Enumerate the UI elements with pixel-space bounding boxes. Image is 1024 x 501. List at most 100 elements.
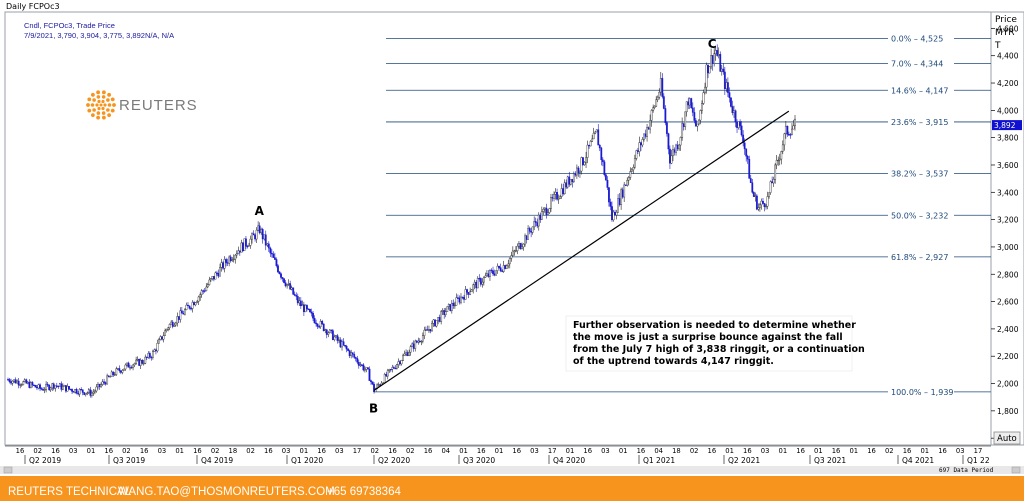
candle-up xyxy=(453,304,456,307)
candles xyxy=(7,44,796,398)
candle-down xyxy=(434,319,436,327)
scroll-left-button[interactable] xyxy=(3,466,13,474)
candle-down xyxy=(130,367,133,369)
candle-up xyxy=(29,382,32,388)
candle-up xyxy=(396,364,398,369)
x-day-tick: 02 xyxy=(122,447,131,455)
candle-up xyxy=(153,349,156,352)
candle-up xyxy=(208,279,211,285)
candle-down xyxy=(504,265,507,269)
candle-up xyxy=(672,149,674,157)
x-day-tick: 16 xyxy=(743,447,752,455)
candle-up xyxy=(266,243,269,246)
candle-up xyxy=(350,352,353,356)
candle-down xyxy=(33,384,35,386)
candle-down xyxy=(787,134,790,136)
candle-up xyxy=(231,259,234,262)
candle-up xyxy=(405,352,407,355)
candle-up xyxy=(135,359,138,364)
candle-down xyxy=(707,64,709,74)
logo-dot xyxy=(96,95,101,99)
candle-up xyxy=(446,306,449,313)
candle-down xyxy=(141,360,144,364)
candle-up xyxy=(708,66,711,74)
candle-down xyxy=(69,388,72,391)
logo-dot xyxy=(103,103,107,107)
current-price-tag xyxy=(992,120,1022,131)
candle-up xyxy=(16,380,19,384)
scroll-right-button[interactable] xyxy=(1011,466,1021,474)
fib-label: 38.2% – 3,537 xyxy=(891,170,948,179)
x-day-tick: 03 xyxy=(158,447,167,455)
candle-up xyxy=(290,287,293,290)
candle-up xyxy=(505,265,508,269)
candle-up xyxy=(713,53,716,65)
candle-up xyxy=(702,92,705,104)
annotation-box xyxy=(565,315,853,372)
x-day-tick: 01 xyxy=(87,447,96,455)
price-axis-title-2: MYR xyxy=(995,28,1015,38)
candle-down xyxy=(362,364,365,371)
candle-down xyxy=(89,389,92,396)
candle-up xyxy=(589,141,592,147)
x-day-tick: 04 xyxy=(441,447,450,455)
candle-down xyxy=(373,383,375,393)
candle-up xyxy=(473,281,476,286)
candle-down xyxy=(77,392,80,395)
auto-scale-label: Auto xyxy=(997,434,1017,444)
candle-up xyxy=(794,118,796,127)
candle-up xyxy=(179,310,182,320)
y-tick-label: 2,800 xyxy=(997,270,1019,279)
candle-up xyxy=(421,335,424,342)
x-day-tick: 01 xyxy=(920,447,929,455)
candle-up xyxy=(248,245,250,247)
x-day-tick: 02 xyxy=(370,447,379,455)
candle-up xyxy=(470,289,473,292)
logo-dot xyxy=(107,103,112,107)
candle-up xyxy=(423,329,426,336)
candle-up xyxy=(543,207,546,210)
candle-up xyxy=(234,254,237,260)
candle-up xyxy=(13,379,16,382)
candle-down xyxy=(490,269,493,272)
x-quarter-label: Q4 2020 xyxy=(553,456,585,465)
candle-down xyxy=(180,310,183,314)
candle-down xyxy=(661,78,664,97)
x-day-tick: 01 xyxy=(495,447,504,455)
y-tick-label: 3,600 xyxy=(997,161,1019,170)
candle-up xyxy=(455,297,458,306)
candle-down xyxy=(25,379,28,384)
candle-up xyxy=(124,364,127,370)
candle-down xyxy=(187,304,189,307)
candle-down xyxy=(68,386,70,390)
footer-email: WANG.TAO@THOSMONREUTERS.COM xyxy=(118,486,335,498)
candle-down xyxy=(188,305,191,309)
candle-up xyxy=(87,389,90,393)
candle-up xyxy=(417,340,420,343)
candle-up xyxy=(486,273,488,277)
auto-scale-button[interactable] xyxy=(993,431,1021,445)
candle-down xyxy=(667,133,670,150)
candle-down xyxy=(574,173,577,176)
candle-up xyxy=(441,310,444,312)
candle-up xyxy=(450,302,453,311)
y-tick-label: 4,200 xyxy=(997,79,1019,88)
candle-up xyxy=(547,212,549,215)
logo-dot xyxy=(110,108,115,113)
candle-up xyxy=(84,393,87,395)
candle-down xyxy=(202,290,205,292)
candle-up xyxy=(586,144,589,158)
candle-down xyxy=(621,189,624,198)
candle-down xyxy=(676,144,679,150)
candle-down xyxy=(155,349,157,352)
candle-up xyxy=(659,78,662,93)
candle-down xyxy=(743,142,746,150)
logo-dot xyxy=(95,103,99,107)
candle-up xyxy=(633,158,636,168)
candle-down xyxy=(75,389,78,394)
candle-up xyxy=(22,381,25,385)
candle-down xyxy=(46,383,49,386)
candle-down xyxy=(588,144,590,147)
candle-up xyxy=(579,170,581,173)
candle-down xyxy=(412,343,415,349)
